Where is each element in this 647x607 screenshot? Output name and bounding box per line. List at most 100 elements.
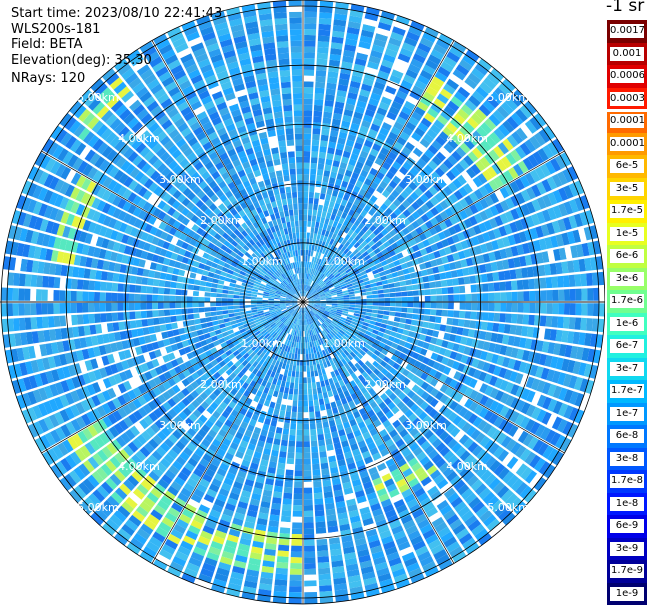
ray-bin [316, 287, 322, 292]
ray-bin [379, 166, 388, 176]
ray-bin [519, 104, 533, 119]
ray-bin [198, 291, 205, 297]
ray-bin [402, 161, 413, 171]
ray-bin [278, 456, 286, 464]
ray-bin [520, 217, 530, 230]
ray-bin [13, 272, 20, 286]
ray-bin [200, 275, 208, 282]
ray-bin [105, 302, 112, 312]
ray-bin [59, 303, 66, 314]
ray-bin [393, 225, 402, 234]
ray-bin [347, 21, 361, 30]
ray-bin [341, 180, 349, 188]
ray-bin [490, 91, 504, 105]
ray-bin [480, 139, 492, 152]
ray-bin [379, 64, 392, 74]
ray-bin [316, 233, 321, 241]
ray-bin [579, 211, 589, 226]
ray-bin [393, 20, 408, 31]
ray-bin [303, 214, 308, 221]
ray-bin [407, 214, 416, 224]
ray-bin [332, 240, 338, 247]
ray-bin [388, 131, 399, 141]
ray-bin [323, 170, 331, 177]
ray-bin [444, 218, 453, 228]
ray-bin [210, 287, 217, 293]
ray-bin [395, 58, 409, 69]
ray-bin [313, 263, 318, 270]
ray-bin [342, 150, 351, 159]
ray-bin [411, 258, 419, 266]
ray-bin [389, 212, 398, 221]
ray-bin [318, 398, 325, 406]
ray-bin [398, 84, 411, 95]
ray-bin [325, 270, 331, 277]
ray-bin [526, 266, 534, 278]
ray-bin [389, 302, 396, 307]
ray-bin [310, 289, 316, 294]
ray-bin [176, 321, 184, 329]
ray-bin [335, 1, 349, 10]
ray-bin [510, 245, 519, 257]
ray-bin [458, 310, 466, 319]
ray-bin [344, 103, 355, 112]
ray-bin [140, 294, 147, 302]
ray-bin [397, 230, 405, 239]
ray-bin [349, 246, 357, 253]
ray-bin [292, 510, 303, 517]
ray-bin [312, 262, 316, 269]
ray-bin [30, 274, 38, 287]
ray-bin [459, 198, 469, 209]
ray-bin [505, 291, 513, 302]
ray-bin [30, 288, 37, 301]
ray-bin [319, 222, 324, 230]
ray-bin [298, 388, 303, 395]
ray-bin [422, 275, 430, 283]
ray-bin [411, 85, 425, 96]
ray-bin [500, 302, 507, 312]
ray-bin [331, 269, 338, 275]
ray-bin [405, 69, 418, 80]
ray-bin [446, 279, 454, 287]
ray-bin [358, 267, 365, 273]
ray-bin [303, 243, 306, 250]
ray-bin [327, 71, 339, 79]
ray-bin [181, 296, 188, 302]
ray-bin [371, 44, 385, 54]
ray-bin [82, 314, 90, 325]
ray-bin [303, 452, 311, 459]
ray-bin [562, 217, 572, 231]
ray-bin [488, 179, 499, 191]
ray-bin [353, 241, 361, 249]
ray-bin [354, 58, 367, 67]
ray-bin [303, 156, 310, 163]
ray-bin [386, 111, 398, 121]
ray-bin [342, 193, 350, 202]
ray-bin [280, 404, 287, 411]
ray-bin [379, 16, 394, 26]
ray-bin [392, 321, 400, 328]
ray-bin [347, 288, 355, 293]
ray-bin [223, 318, 231, 323]
ray-bin [536, 252, 544, 264]
ray-bin [379, 236, 388, 244]
ray-bin [221, 302, 228, 306]
ray-bin [555, 234, 565, 247]
ray-bin [372, 269, 379, 275]
ray-bin [152, 302, 159, 310]
ray-bin [412, 53, 426, 64]
ray-bin [290, 551, 302, 558]
ray-bin [292, 400, 298, 407]
ray-bin [315, 75, 326, 83]
ray-bin [354, 290, 361, 294]
ray-bin [480, 122, 493, 135]
ray-bin [406, 95, 419, 106]
ray-bin [500, 156, 512, 169]
ray-bin [164, 316, 172, 324]
ray-bin [488, 292, 495, 302]
ray-bin [306, 273, 309, 280]
ray-bin [360, 240, 368, 248]
ray-bin [295, 446, 303, 453]
ray-bin [313, 269, 318, 276]
ray-bin [353, 185, 361, 194]
